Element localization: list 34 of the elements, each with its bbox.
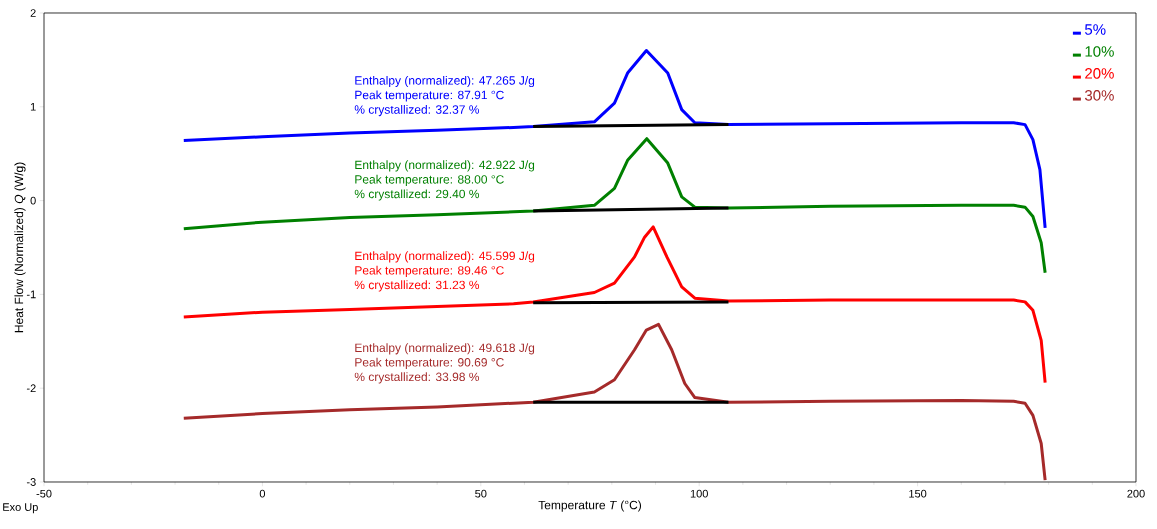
y-tick-label: -3 <box>26 478 36 486</box>
x-tick-label: 200 <box>1127 489 1145 498</box>
annotation: Enthalpy (normalized): 49.618 J/g <box>355 343 535 355</box>
annotation: % crystallized: 32.37 % <box>354 104 480 117</box>
y-axis-title: Heat Flow (Normalized) Q (W/g) <box>14 162 26 333</box>
line-series <box>182 322 1047 482</box>
annotation: % crystallized: 33.98 % <box>354 372 480 384</box>
annotation: Enthalpy (normalized): 45.599 J/g <box>355 251 535 263</box>
annotation: Enthalpy (normalized): 42.922 J/g <box>355 160 535 172</box>
x-axis-title: Temperature T (°C) <box>538 500 642 512</box>
annotation: Peak temperature: 88.00 °C <box>355 174 504 187</box>
legend-label: 10% <box>1085 46 1114 57</box>
y-tick-label: 0 <box>30 196 36 205</box>
text: Exo Up <box>3 503 38 514</box>
line-series <box>182 49 1047 230</box>
y-tick-label: -2 <box>26 384 36 393</box>
annotation: % crystallized: 29.40 % <box>354 189 480 201</box>
x-tick-label: 100 <box>690 489 708 498</box>
annotation: % crystallized: 31.23 % <box>354 280 480 292</box>
legend-label: 5% <box>1084 24 1106 35</box>
legend-label: 30% <box>1084 90 1114 101</box>
x-tick-label: -50 <box>36 489 52 498</box>
annotation: Peak temperature: 87.91 °C <box>355 90 504 102</box>
x-tick-label: 0 <box>259 489 266 498</box>
y-tick-label: 2 <box>30 9 36 17</box>
y-tick-label: 1 <box>30 103 36 111</box>
annotation: Enthalpy (normalized): 47.265 J/g <box>355 75 535 88</box>
y-tick-label: -1 <box>26 290 36 299</box>
legend-label: 20% <box>1085 68 1114 79</box>
x-tick-label: 50 <box>475 489 487 498</box>
x-tick-label: 150 <box>909 489 927 498</box>
annotation: Peak temperature: 90.69 °C <box>355 357 504 369</box>
annotation: Peak temperature: 89.46 °C <box>355 265 504 278</box>
line-series <box>182 137 1047 275</box>
